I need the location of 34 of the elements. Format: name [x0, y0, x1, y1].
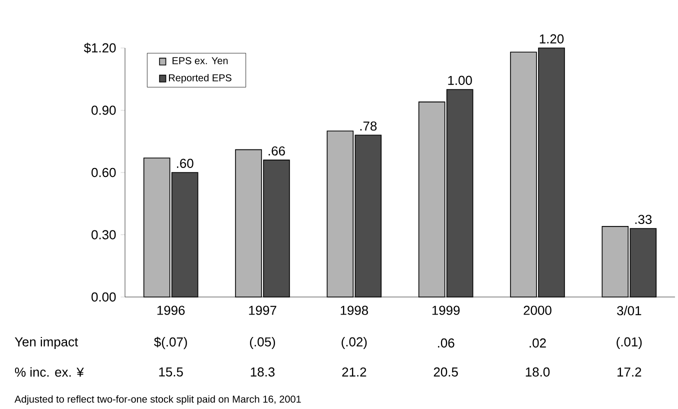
data-label: 1.00 [448, 76, 472, 85]
text: 17.2 [618, 367, 642, 377]
data-label: .33 [635, 214, 652, 224]
text: (.01) [616, 336, 642, 350]
data-label: .66 [268, 146, 285, 156]
y-tick-label: 0.60 [92, 168, 116, 178]
x-tick-label: 1999 [432, 306, 460, 315]
x-tick-label: 1997 [249, 306, 276, 315]
text: 21.2 [342, 367, 366, 377]
text: .02 [530, 338, 546, 348]
text: % inc. ex. ¥ [14, 367, 84, 377]
text: 18.0 [526, 367, 550, 377]
x-tick-label: 1996 [157, 306, 185, 315]
data-label: .78 [360, 121, 377, 131]
y-tick-label: 0.00 [92, 292, 116, 302]
legend-label: Reported EPS [168, 74, 232, 84]
data-label: .60 [177, 158, 194, 168]
text: Adjusted to reflect two-for-one stock split paid on March 16, 2001 [14, 395, 301, 405]
x-tick-label: 3/01 [617, 306, 642, 316]
text: 20.5 [434, 367, 458, 377]
text: .06 [438, 338, 454, 348]
x-tick-label: 2000 [524, 306, 552, 315]
text: $(.07) [154, 336, 187, 350]
text: 18.3 [250, 367, 275, 377]
text: Yen impact [14, 336, 78, 350]
legend-label: EPS ex. Yen [172, 57, 228, 64]
y-tick-label: $1.20 [84, 42, 116, 54]
data-label: 1.20 [540, 34, 564, 44]
text: 15.5 [159, 367, 183, 377]
text: (.05) [250, 336, 276, 350]
y-tick-label: 0.90 [92, 106, 116, 115]
y-tick-label: 0.30 [92, 230, 116, 240]
x-tick-label: 1998 [340, 306, 368, 315]
text: (.02) [342, 336, 367, 350]
